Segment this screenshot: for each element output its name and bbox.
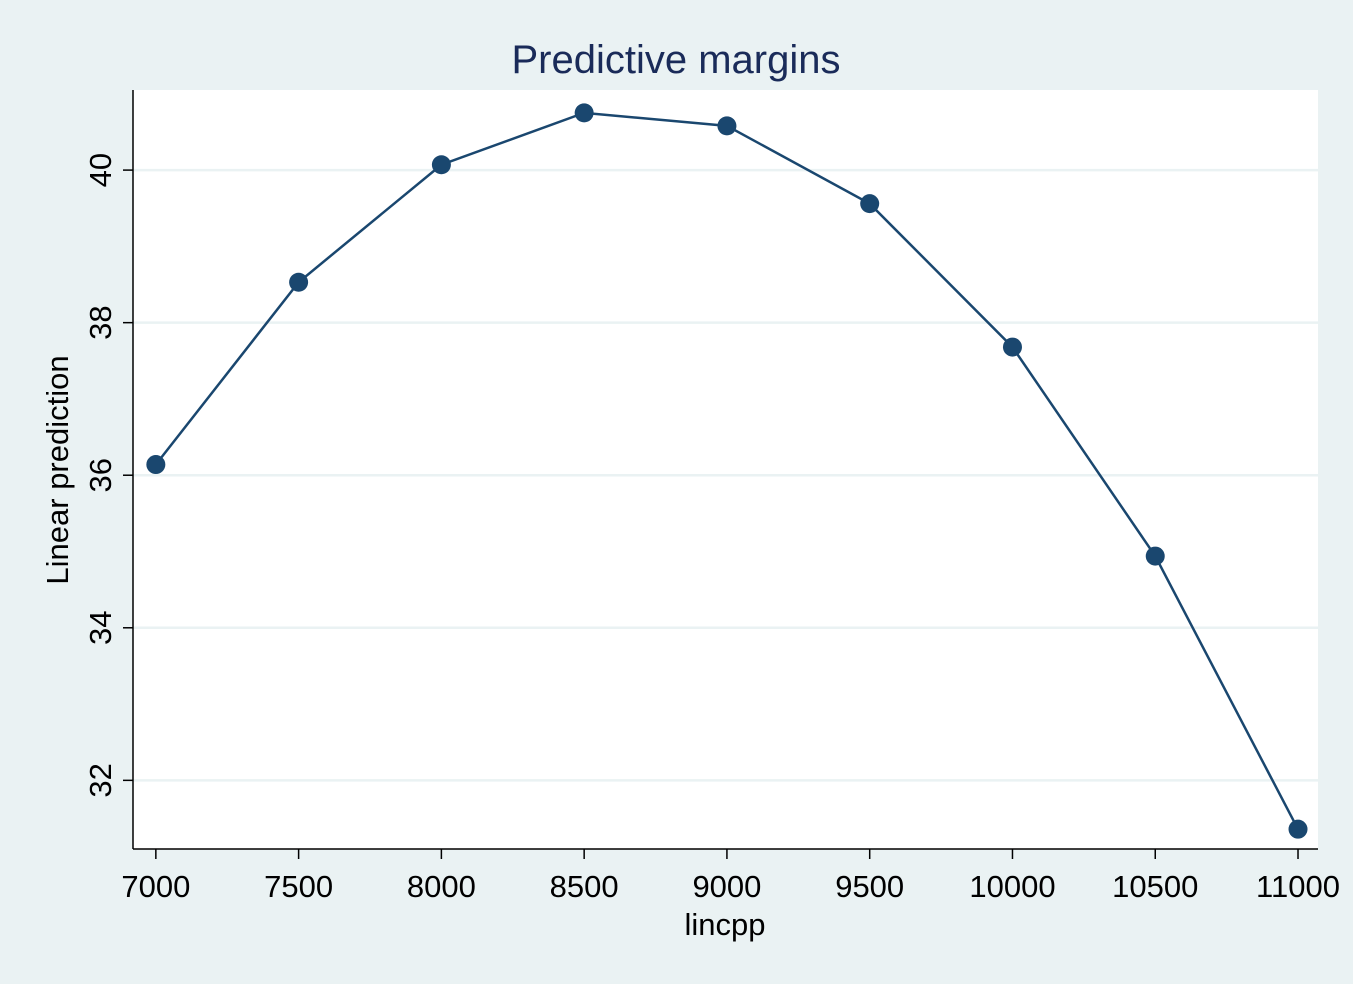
x-tick-label: 10000 bbox=[969, 869, 1055, 904]
y-tick-label: 38 bbox=[83, 305, 118, 339]
y-axis-label: Linear prediction bbox=[40, 355, 75, 584]
x-tick-label: 11000 bbox=[1256, 869, 1340, 904]
data-point bbox=[574, 103, 594, 123]
data-point bbox=[1145, 546, 1165, 566]
y-tick-label: 32 bbox=[83, 763, 118, 797]
data-point bbox=[431, 155, 451, 175]
grid-lines bbox=[133, 168, 1318, 782]
x-axis-label: lincpp bbox=[685, 907, 766, 942]
x-tick-label: 7500 bbox=[264, 869, 333, 904]
y-tick-label: 36 bbox=[83, 458, 118, 492]
data-point bbox=[717, 116, 737, 136]
data-point bbox=[1288, 819, 1308, 839]
chart-title: Predictive margins bbox=[511, 38, 840, 82]
x-tick-label: 9500 bbox=[835, 869, 904, 904]
y-tick-label: 40 bbox=[83, 153, 118, 187]
x-tick-label: 9000 bbox=[692, 869, 761, 904]
axes bbox=[123, 90, 1318, 859]
x-tick-label: 10500 bbox=[1112, 869, 1198, 904]
data-point bbox=[860, 194, 880, 214]
data-point bbox=[146, 455, 166, 475]
series-layer bbox=[146, 103, 1308, 839]
plot-area bbox=[133, 90, 1318, 849]
x-tick-label: 8500 bbox=[550, 869, 619, 904]
y-tick-label: 34 bbox=[83, 611, 118, 645]
x-tick-label: 7000 bbox=[121, 869, 190, 904]
x-tick-label: 8000 bbox=[407, 869, 476, 904]
data-point bbox=[289, 272, 309, 292]
data-point bbox=[1002, 337, 1022, 357]
tick-labels: 32 34 36 38 40 7000 7500 8000 8500 9000 9500 10000 1… bbox=[83, 153, 1340, 904]
